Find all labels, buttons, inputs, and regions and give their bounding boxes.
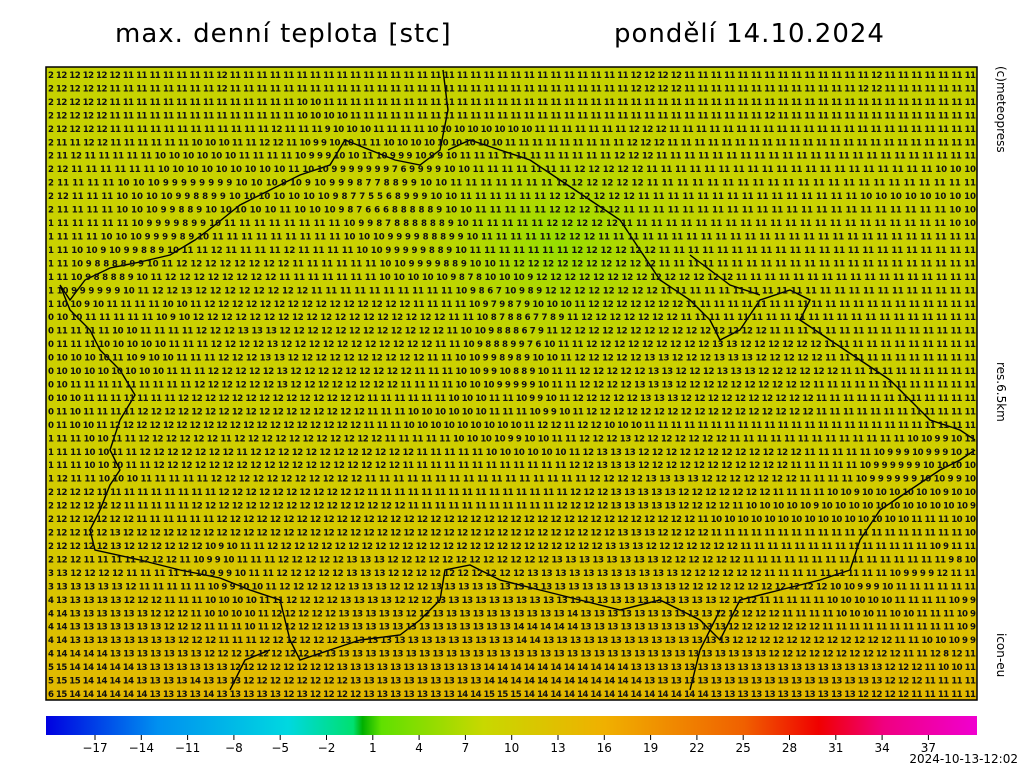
colorbar bbox=[46, 716, 977, 735]
value-row: 2 12 12 12 12 13 12 12 12 12 12 12 12 12… bbox=[48, 529, 976, 539]
value-row: 2 12 11 11 11 11 11 11 10 10 10 10 10 10… bbox=[48, 165, 976, 175]
value-row: 2 12 12 12 12 13 12 12 12 12 12 12 10 9 … bbox=[48, 542, 976, 552]
value-row: 3 13 12 12 12 12 11 11 11 11 11 10 9 9 9… bbox=[48, 569, 976, 579]
country-border bbox=[447, 139, 976, 441]
colorbar-label: 10 bbox=[504, 741, 519, 755]
value-row: 0 11 10 10 11 12 12 12 12 12 12 12 12 12… bbox=[48, 421, 976, 431]
country-border bbox=[59, 69, 976, 661]
value-row: 4 13 13 13 13 13 12 12 12 11 11 11 10 10… bbox=[48, 596, 976, 606]
value-row: 1 10 9 9 9 9 9 9 10 11 12 12 13 12 12 12… bbox=[48, 286, 976, 296]
colorbar-label: 28 bbox=[782, 741, 797, 755]
colorbar-label: 22 bbox=[689, 741, 704, 755]
value-row: 1 11 11 11 10 10 10 9 9 9 9 8 9 10 11 11… bbox=[48, 232, 976, 242]
value-row: 2 12 11 11 11 10 10 10 10 9 9 8 8 9 9 10… bbox=[48, 192, 976, 202]
value-row: 0 10 10 11 11 11 11 11 11 11 12 12 12 12… bbox=[48, 394, 976, 404]
colorbar-label: 19 bbox=[643, 741, 658, 755]
value-grid: 2 12 12 12 12 12 11 11 11 11 11 11 11 12… bbox=[48, 71, 976, 700]
map-cool-area bbox=[46, 67, 977, 700]
country-border bbox=[229, 254, 761, 691]
colorbar-label: 7 bbox=[462, 741, 470, 755]
value-row: 0 11 11 11 10 10 10 10 10 11 11 11 12 12… bbox=[48, 340, 976, 350]
value-row: 2 12 12 12 12 11 11 11 11 11 11 11 11 12… bbox=[48, 84, 976, 94]
value-row: 1 11 10 9 8 8 8 8 9 9 10 11 12 12 12 12 … bbox=[48, 259, 976, 269]
value-row: 2 11 11 11 11 10 10 10 9 9 9 9 9 9 9 9 1… bbox=[48, 179, 976, 189]
timestamp: 2024-10-13-12:02 bbox=[909, 752, 1018, 766]
value-row: 0 10 10 10 10 11 10 9 10 10 11 11 11 12 … bbox=[48, 354, 976, 364]
colorbar-label: 13 bbox=[550, 741, 565, 755]
value-row: 2 12 12 12 12 12 11 11 11 11 11 12 12 12… bbox=[48, 502, 976, 512]
value-row: 1 11 11 10 10 11 11 12 12 12 12 12 12 12… bbox=[48, 448, 976, 458]
map-date: pondělí 14.10.2024 bbox=[614, 19, 885, 49]
colorbar-label: −14 bbox=[129, 741, 154, 755]
value-row: 0 10 11 11 11 11 11 11 11 11 11 12 12 12… bbox=[48, 381, 976, 391]
value-row: 5 15 14 14 14 14 14 13 13 13 13 13 13 13… bbox=[48, 663, 976, 673]
value-row: 2 12 12 12 12 11 11 11 11 11 11 11 11 11… bbox=[48, 111, 976, 121]
value-row: 2 12 12 12 11 11 11 11 11 11 11 11 11 12… bbox=[48, 488, 976, 498]
value-row: 4 14 13 13 13 13 13 13 13 13 12 12 12 11… bbox=[48, 636, 976, 646]
colorbar-label: −8 bbox=[225, 741, 243, 755]
copyright: (c)meteopress bbox=[994, 66, 1008, 153]
value-row: 4 14 13 13 13 13 13 13 12 12 12 11 10 10… bbox=[48, 609, 976, 619]
colorbar-label: −17 bbox=[82, 741, 107, 755]
model-name: icon-eu bbox=[994, 633, 1008, 677]
value-row: 1 11 10 10 9 10 9 9 8 8 9 10 11 11 12 11… bbox=[48, 246, 976, 256]
value-row: 1 11 11 10 10 10 11 11 12 12 12 12 12 12… bbox=[48, 461, 976, 471]
colorbar-label: 34 bbox=[874, 741, 889, 755]
colorbar-label: 4 bbox=[415, 741, 423, 755]
colorbar-label: 1 bbox=[369, 741, 377, 755]
value-row: 2 12 12 12 12 11 11 11 11 11 11 11 11 11… bbox=[48, 98, 976, 108]
value-row: 0 10 10 11 11 11 11 11 10 9 10 12 12 12 … bbox=[48, 313, 976, 323]
colorbar-ticks: −17 −14 −11 −8 −5 −2 1 4 7 10 13 16 19 22 25 28 31 34 37 bbox=[82, 735, 936, 755]
value-row: 0 11 11 11 11 10 10 11 11 11 11 12 12 12… bbox=[48, 327, 976, 337]
colorbar-label: −2 bbox=[318, 741, 336, 755]
value-row: 0 11 10 11 11 11 11 12 12 12 12 12 12 12… bbox=[48, 407, 976, 417]
value-row: 1 12 11 11 10 10 10 11 11 11 11 11 12 12… bbox=[48, 475, 976, 485]
map-title: max. denní teplota [stc] bbox=[115, 19, 452, 49]
value-row: 4 14 13 13 13 13 13 13 13 12 12 12 11 11… bbox=[48, 623, 976, 633]
value-row: 2 12 12 12 12 12 11 11 11 11 11 11 11 12… bbox=[48, 71, 976, 81]
value-row: 2 11 11 11 11 10 10 10 9 9 8 8 9 10 10 1… bbox=[48, 206, 976, 216]
value-row: 6 15 14 14 14 14 14 14 13 13 13 13 14 13… bbox=[48, 690, 976, 700]
colorbar-label: −5 bbox=[271, 741, 289, 755]
colorbar-label: 37 bbox=[921, 741, 936, 755]
value-row: 2 11 12 11 11 11 11 11 10 10 10 10 10 10… bbox=[48, 152, 976, 162]
colorbar-label: 16 bbox=[597, 741, 612, 755]
colorbar-label: 25 bbox=[736, 741, 751, 755]
value-row: 2 12 12 12 12 11 11 11 11 11 11 11 11 11… bbox=[48, 125, 976, 135]
value-row: 1 11 11 10 10 11 11 12 12 12 12 12 12 11… bbox=[48, 434, 976, 444]
map: 2 12 12 12 12 12 11 11 11 11 11 11 11 12… bbox=[45, 66, 978, 701]
value-row: 2 12 12 11 11 11 11 12 12 12 11 10 9 9 1… bbox=[48, 555, 976, 565]
value-row: 1 11 10 9 8 8 8 8 9 10 11 12 12 12 12 12… bbox=[48, 273, 976, 283]
colorbar-label: −11 bbox=[175, 741, 200, 755]
value-row: 4 14 14 14 14 13 13 13 13 13 13 13 12 12… bbox=[48, 650, 976, 660]
resolution: res.6.5km bbox=[994, 362, 1008, 422]
value-row: 3 13 13 13 13 13 12 11 11 11 11 11 10 9 … bbox=[48, 582, 976, 592]
value-row: 1 10 10 9 10 11 11 11 11 10 10 11 12 12 … bbox=[48, 300, 976, 310]
value-row: 2 12 12 12 12 12 12 11 11 11 11 11 11 12… bbox=[48, 515, 976, 525]
value-row: 5 15 15 14 14 14 14 13 13 13 13 14 13 13… bbox=[48, 677, 976, 687]
value-row: 0 10 10 10 10 10 10 10 10 11 11 11 12 12… bbox=[48, 367, 976, 377]
value-row: 1 11 11 11 11 11 10 9 9 9 9 8 9 9 10 11 … bbox=[48, 219, 976, 229]
value-row: 2 11 11 12 12 11 11 11 11 11 11 10 10 10… bbox=[48, 138, 976, 148]
colorbar-label: 31 bbox=[828, 741, 843, 755]
map-frame bbox=[45, 66, 978, 701]
